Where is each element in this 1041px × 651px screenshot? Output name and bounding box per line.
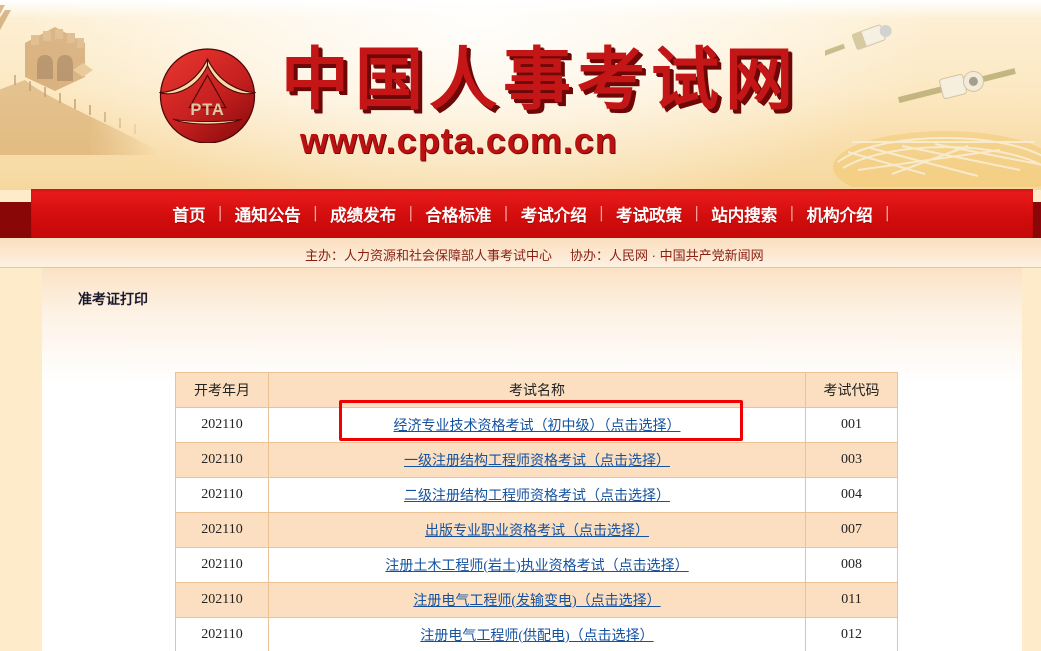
svg-text:PTA: PTA (190, 101, 224, 119)
